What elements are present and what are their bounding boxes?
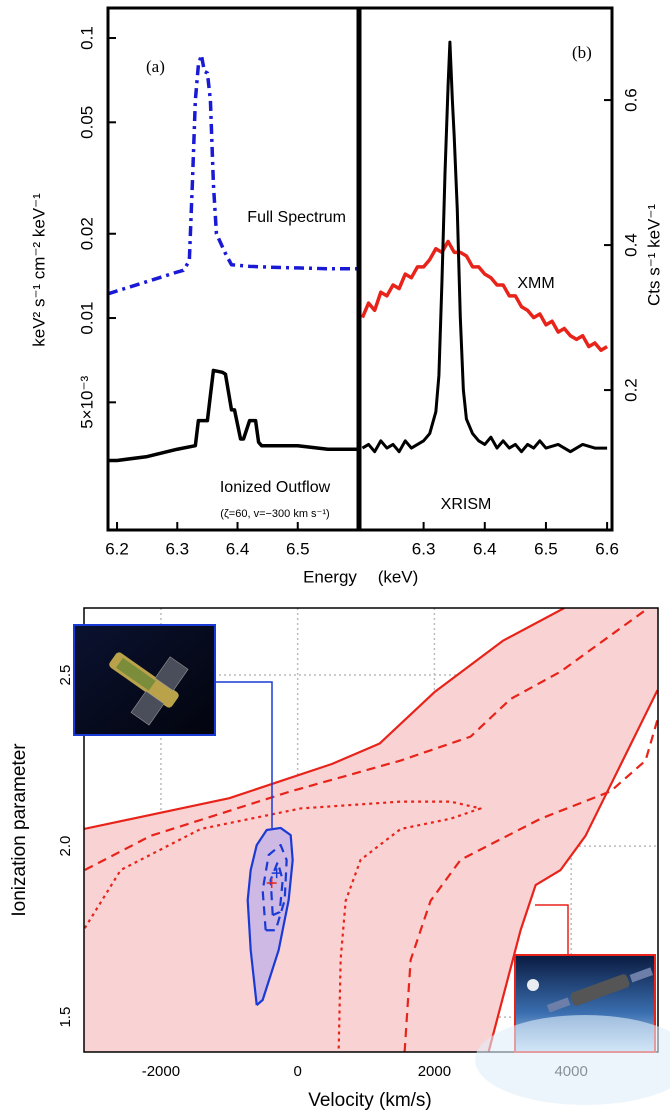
xmm-inset	[475, 904, 670, 1105]
x-tick-label: 6.4	[473, 539, 497, 558]
y-tick-label: 2.5	[57, 665, 74, 686]
x-tick-label: 0	[293, 1063, 301, 1080]
contour-line	[403, 719, 658, 1052]
annotation: (ζ=60, v=−300 km s⁻¹)	[220, 508, 329, 520]
y-tick-label: 0.1	[77, 26, 96, 50]
panel-a-frame	[106, 6, 360, 532]
panel-label: (b)	[572, 43, 592, 62]
series-label: XRISM	[441, 496, 492, 513]
y-tick-label: 5×10⁻³	[77, 376, 96, 429]
x-axis-label: Velocity (km/s)	[308, 1090, 432, 1111]
x-tick-label: 6.3	[165, 539, 189, 558]
x-tick-label: 6.6	[595, 539, 619, 558]
data-line	[108, 53, 358, 296]
best-fit-marker	[271, 868, 282, 879]
contour-line	[261, 843, 288, 932]
panel-label: (a)	[146, 57, 165, 76]
contour-line	[269, 861, 284, 917]
confidence-region	[84, 608, 658, 1052]
contour-line	[84, 800, 482, 1052]
y-tick-label: 0.05	[77, 106, 96, 139]
panel-c-frame	[83, 607, 659, 1053]
series-label: Full Spectrum	[247, 209, 346, 226]
y-axis-label: Cts s⁻¹ keV⁻¹	[644, 204, 663, 306]
x-axis-label: (keV)	[378, 567, 419, 586]
panel-b-frame	[358, 6, 614, 532]
data-line	[360, 239, 608, 352]
x-tick-label: -2000	[142, 1063, 180, 1080]
best-fit-marker	[266, 878, 277, 889]
y-tick-label: 1.5	[57, 1007, 74, 1028]
data-line	[108, 368, 358, 463]
x-axis-label: Energy	[303, 567, 357, 586]
y-tick-label: 0.2	[621, 378, 640, 402]
x-tick-label: 6.3	[412, 539, 436, 558]
x-tick-label: 6.5	[534, 539, 558, 558]
xrism-inset	[73, 624, 273, 828]
y-tick-label: 2.0	[57, 836, 74, 857]
contour-line	[84, 608, 565, 831]
series-label: Ionized Outflow	[220, 479, 331, 496]
y-tick-label: 0.01	[77, 301, 96, 334]
panel	[108, 53, 358, 463]
series-label: XMM	[517, 275, 554, 292]
y-axis-label: keV² s⁻¹ cm⁻² keV⁻¹	[29, 193, 48, 347]
y-tick-label: 0.4	[621, 233, 640, 257]
data-line	[361, 40, 608, 454]
y-tick-label: 0.02	[77, 217, 96, 250]
x-tick-label: 6.2	[105, 539, 129, 558]
y-tick-label: 0.6	[621, 88, 640, 112]
contour-line	[84, 609, 647, 871]
x-tick-label: 6.5	[286, 539, 310, 558]
panel	[360, 40, 608, 454]
x-tick-label: 2000	[418, 1063, 451, 1080]
contour-line	[487, 689, 658, 1052]
y-axis-label: Ionization parameter	[9, 743, 30, 917]
x-tick-label: 6.4	[226, 539, 250, 558]
